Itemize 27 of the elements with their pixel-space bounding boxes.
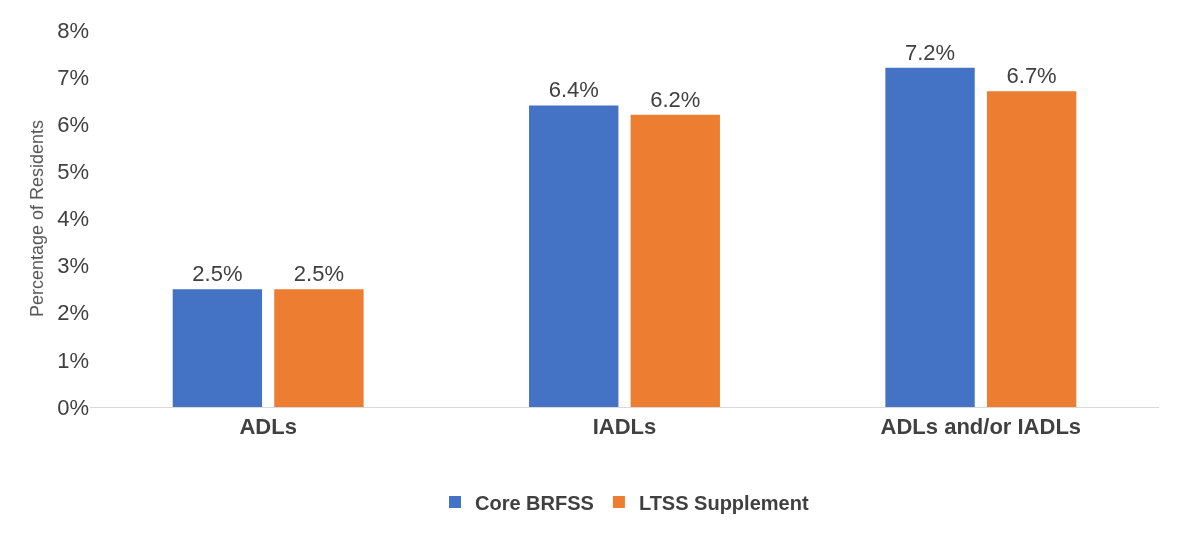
y-tick-label: 0% <box>57 394 89 420</box>
data-label: 2.5% <box>192 261 243 287</box>
y-tick-label: 2% <box>57 300 89 326</box>
y-tick-label: 7% <box>57 64 89 90</box>
x-tick-label: IADLs <box>592 414 657 440</box>
x-tick-label: ADLs <box>239 414 297 440</box>
y-tick-label: 8% <box>57 17 89 43</box>
y-tick-label: 5% <box>57 159 89 185</box>
bar <box>529 105 619 407</box>
legend-label: Core BRFSS <box>475 491 594 514</box>
y-tick-label: 3% <box>57 253 89 279</box>
bar <box>630 114 720 407</box>
data-label: 2.5% <box>293 261 345 287</box>
y-tick-label: 1% <box>57 347 89 373</box>
data-label: 6.4% <box>548 77 599 103</box>
x-tick-label: ADLs and/or IADLs <box>880 414 1082 440</box>
data-label: 6.2% <box>650 86 701 112</box>
bar <box>986 91 1077 407</box>
y-tick-label: 4% <box>57 206 89 232</box>
bar <box>885 67 975 407</box>
y-tick-label: 6% <box>57 111 89 137</box>
legend-label: LTSS Supplement <box>638 491 809 514</box>
y-axis-title: Percentage of Residents <box>27 119 48 318</box>
bar <box>172 289 263 407</box>
bar <box>274 289 364 407</box>
data-label: 6.7% <box>1006 63 1057 89</box>
data-label: 7.2% <box>904 39 956 65</box>
